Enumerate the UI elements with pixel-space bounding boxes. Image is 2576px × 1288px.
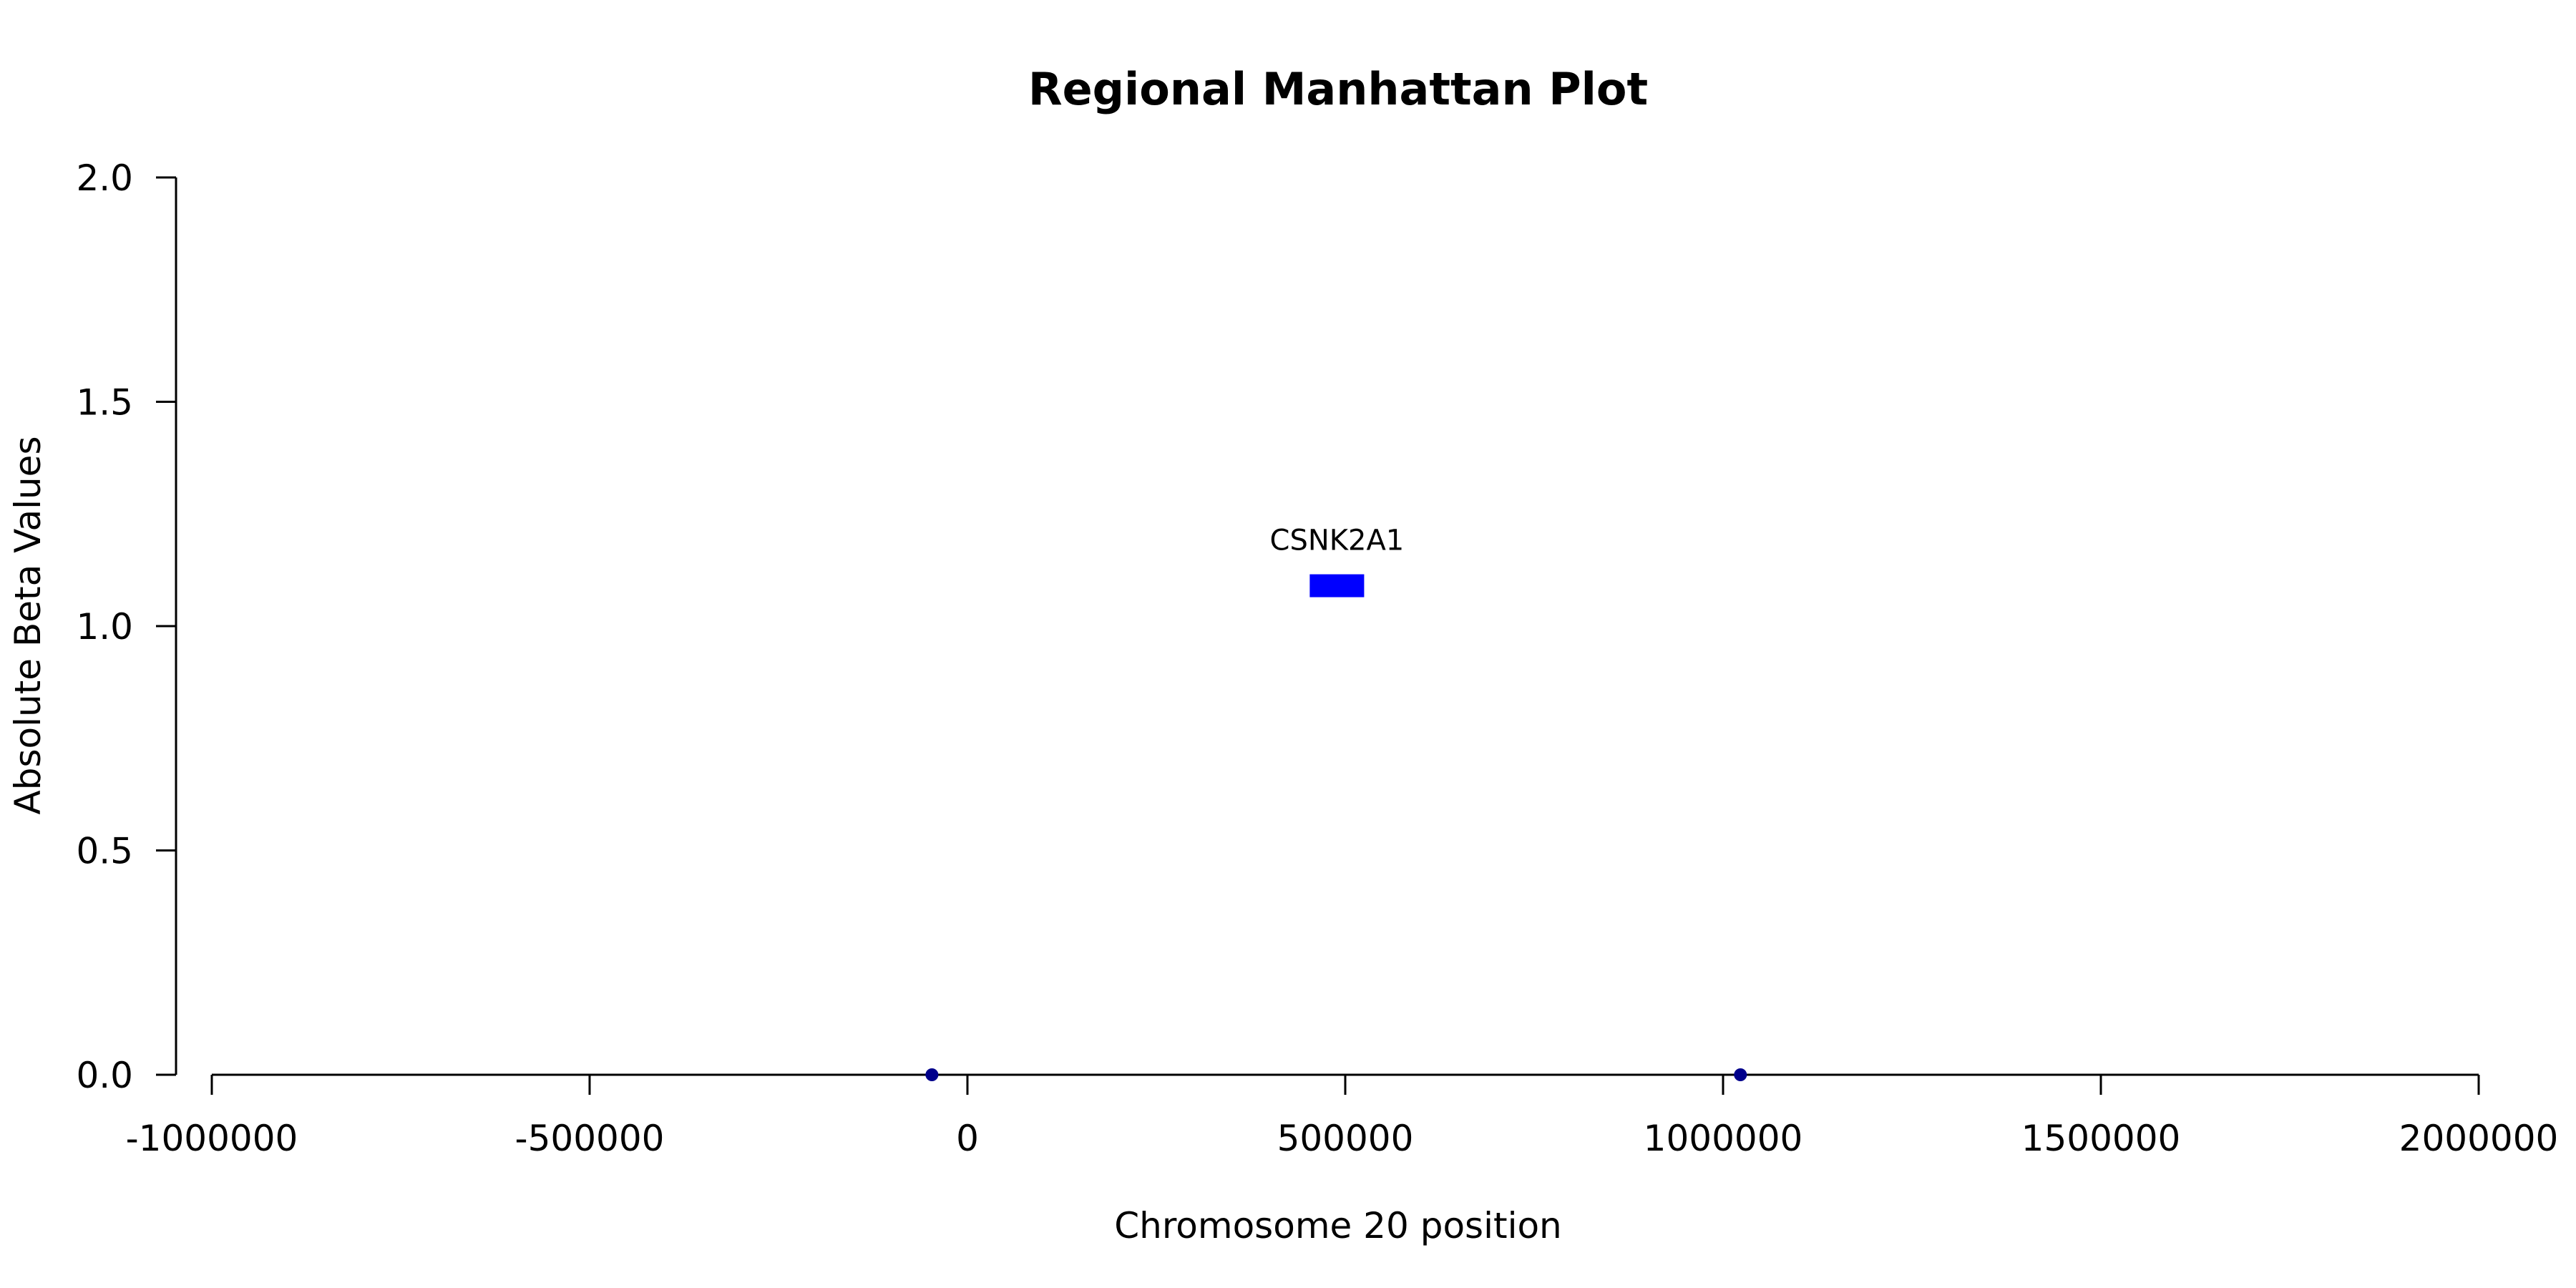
- x-axis-label: Chromosome 20 position: [1114, 1205, 1562, 1246]
- x-tick-label: 500000: [1277, 1118, 1414, 1159]
- x-tick-label: 1500000: [2021, 1118, 2181, 1159]
- y-tick-label: 0.5: [76, 831, 133, 872]
- gene-track: CSNK2A1: [1270, 525, 1405, 597]
- y-tick-label: 2.0: [76, 157, 133, 199]
- y-tick-label: 0.0: [76, 1055, 133, 1096]
- y-axis-label: Absolute Beta Values: [7, 436, 49, 815]
- x-tick-label: 1000000: [1644, 1118, 1803, 1159]
- data-point: [925, 1068, 939, 1081]
- gene-bar: [1309, 574, 1365, 597]
- y-tick-label: 1.5: [76, 382, 133, 424]
- x-tick-label: -1000000: [126, 1118, 298, 1159]
- gene-label: CSNK2A1: [1270, 525, 1405, 557]
- chart-title: Regional Manhattan Plot: [1028, 63, 1648, 115]
- y-axis: 0.0 0.5 1.0 1.5 2.0: [76, 157, 177, 1096]
- x-axis: -1000000 -500000 0 500000 1000000 1500000 2000…: [126, 1073, 2559, 1159]
- y-tick-label: 1.0: [76, 606, 133, 648]
- x-tick-label: 2000000: [2399, 1118, 2559, 1159]
- data-points: [925, 1068, 1747, 1081]
- data-point: [1734, 1068, 1747, 1081]
- x-tick-label: -500000: [515, 1118, 665, 1159]
- x-tick-label: 0: [956, 1118, 979, 1159]
